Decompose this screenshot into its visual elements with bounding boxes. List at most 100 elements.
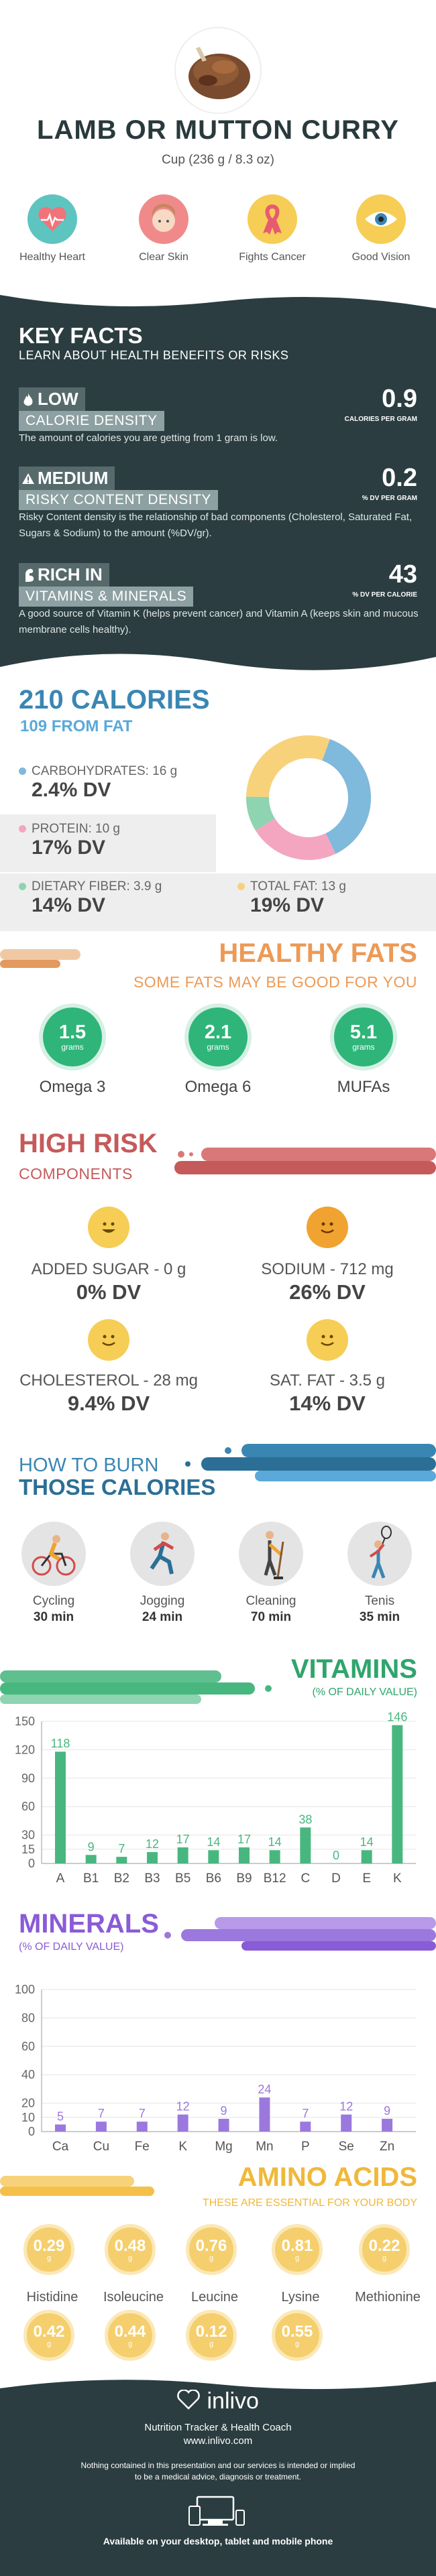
y-tick-label: 80 <box>21 2011 35 2024</box>
bar-value-label: 9 <box>221 2104 227 2118</box>
amino-acid-unit: g <box>294 2254 300 2262</box>
macros-donut-chart <box>246 735 371 860</box>
activity-label: Cycling <box>32 1594 75 1608</box>
minerals-subtitle: (% OF DAILY VALUE) <box>19 1941 124 1953</box>
amino-acid-unit: g <box>209 2339 214 2348</box>
activity-time: 30 min <box>33 1610 74 1624</box>
x-tick-label: E <box>362 1872 371 1886</box>
heart-icon <box>28 194 77 244</box>
bar-value-label: 12 <box>176 2100 190 2113</box>
x-tick-label: Cu <box>93 2140 109 2154</box>
fact-description: The amount of calories you are getting f… <box>19 432 278 444</box>
cycling-icon <box>21 1522 86 1586</box>
disclaimer-line-1: Nothing contained in this presentation a… <box>80 2461 356 2470</box>
sugar-smiley-icon <box>88 1207 129 1248</box>
carbs-dot <box>19 768 26 776</box>
fat-label: Omega 6 <box>184 1078 252 1096</box>
amino-acid-circle: 0.44 g <box>105 2310 156 2361</box>
amino-acid-circle: 0.48 g <box>105 2224 156 2275</box>
footer-url[interactable]: www.inlivo.com <box>183 2435 253 2447</box>
bar-value-label: 146 <box>387 1711 407 1724</box>
nutrient-fiber: DIETARY FIBER: 3.9 g 14% DV <box>19 879 162 917</box>
x-tick-label: D <box>331 1872 341 1886</box>
fact-name: VITAMINS & MINERALS <box>19 587 194 607</box>
jogging-icon <box>130 1522 195 1586</box>
fact-calorie-density: LOW CALORIE DENSITY <box>19 387 164 431</box>
x-tick-label: B6 <box>206 1872 221 1886</box>
fact-value: 43 <box>388 560 417 589</box>
y-tick-label: 40 <box>21 2068 35 2081</box>
x-tick-label: K <box>178 2140 187 2154</box>
decor-stripes <box>0 2176 154 2196</box>
bar <box>147 1852 158 1863</box>
y-tick-label: 0 <box>28 2125 35 2138</box>
flame-icon <box>22 393 34 411</box>
fat-label: MUFAs <box>337 1078 390 1096</box>
fat-label: Omega 3 <box>39 1078 106 1096</box>
amino-acids-title: AMINO ACIDS <box>237 2162 417 2192</box>
x-tick-label: Ca <box>52 2140 69 2154</box>
bar <box>239 1847 250 1863</box>
bar-value-label: 14 <box>268 1835 282 1849</box>
fat-dot <box>237 883 245 891</box>
amino-acid-value: 0.29 <box>33 2236 65 2255</box>
benefit-clear-skin: Clear Skin <box>123 194 204 263</box>
benefit-label: Clear Skin <box>139 251 188 263</box>
risk-label: CHOLESTEROL - 28 mg <box>19 1371 198 1390</box>
nutrient-label: DIETARY FIBER: 3.9 g <box>32 879 162 894</box>
nutrient-label: PROTEIN: 10 g <box>32 822 120 836</box>
y-tick-label: 15 <box>21 1843 35 1856</box>
nutrient-protein: PROTEIN: 10 g 17% DV <box>19 822 120 859</box>
bar-value-label: 118 <box>51 1737 70 1750</box>
amino-acid-label: Lysine <box>281 2290 320 2305</box>
risk-label: ADDED SUGAR - 0 g <box>31 1260 186 1278</box>
y-tick-label: 60 <box>21 2040 35 2053</box>
bar-value-label: 24 <box>258 2083 271 2096</box>
amino-acid-value: 0.22 <box>368 2236 400 2255</box>
x-tick-label: Se <box>339 2140 354 2154</box>
bar-value-label: 9 <box>88 1840 95 1853</box>
page-title: LAMB OR MUTTON CURRY <box>37 115 399 145</box>
decor-stripes <box>164 1917 436 1951</box>
activity-time: 35 min <box>359 1610 400 1624</box>
decor-stripes <box>185 1444 436 1481</box>
benefit-fights-cancer: Fights Cancer <box>232 194 313 263</box>
bar-value-label: 0 <box>333 1849 339 1862</box>
x-tick-label: A <box>56 1872 65 1886</box>
fact-unit: CALORIES PER GRAM <box>344 416 417 423</box>
amino-acid-label: Histidine <box>26 2290 78 2305</box>
x-tick-label: P <box>301 2140 310 2154</box>
x-tick-label: B2 <box>114 1872 129 1886</box>
disclaimer-line-2: to be a medical advice, diagnosis or tre… <box>134 2472 302 2481</box>
bar <box>382 2118 393 2132</box>
benefit-label: Healthy Heart <box>19 251 85 263</box>
bar <box>55 2124 66 2132</box>
burn-title-2: THOSE CALORIES <box>19 1475 216 1499</box>
bar-value-label: 7 <box>302 2107 309 2120</box>
omega3-circle: 1.5 grams <box>39 1003 106 1070</box>
nutrient-value: 2.4% DV <box>32 779 111 801</box>
fact-unit: % DV PER CALORIE <box>352 591 417 599</box>
amino-acid-value: 0.48 <box>114 2236 146 2255</box>
high-risk-subtitle: COMPONENTS <box>19 1165 133 1182</box>
calories-from-fat: 109 FROM FAT <box>20 717 133 735</box>
minerals-title: MINERALS <box>19 1909 159 1939</box>
face-icon <box>139 194 188 244</box>
amino-acid-circle: 0.55 g <box>272 2310 323 2361</box>
y-tick-label: 90 <box>21 1772 35 1785</box>
x-tick-label: K <box>393 1872 402 1886</box>
vitamins-subtitle: (% OF DAILY VALUE) <box>312 1686 417 1698</box>
benefit-good-vision: Good Vision <box>341 194 421 263</box>
y-tick-label: 100 <box>15 1983 35 1996</box>
activity-time: 24 min <box>142 1610 183 1624</box>
fat-unit: grams <box>207 1042 229 1052</box>
nutrient-label: TOTAL FAT: 13 g <box>250 879 346 894</box>
key-facts-subtitle: LEARN ABOUT HEALTH BENEFITS OR RISKS <box>19 349 289 362</box>
y-tick-label: 20 <box>21 2097 35 2110</box>
mufas-circle: 5.1 grams <box>330 1003 397 1070</box>
amino-acid-value: 0.42 <box>33 2322 65 2341</box>
heart-logo-icon <box>177 2389 200 2413</box>
nutrient-value: 19% DV <box>250 894 325 916</box>
y-tick-label: 30 <box>21 1829 35 1842</box>
bar <box>208 1850 219 1863</box>
